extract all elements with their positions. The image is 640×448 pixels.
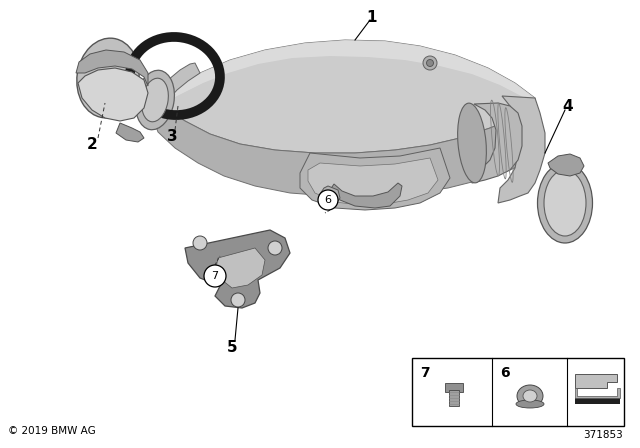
Polygon shape [152,103,540,196]
Ellipse shape [77,38,139,118]
Ellipse shape [517,385,543,407]
Text: 371853: 371853 [583,430,623,440]
Bar [445,383,463,392]
Polygon shape [155,40,535,103]
Ellipse shape [141,78,168,122]
Ellipse shape [458,103,486,183]
Circle shape [268,241,282,255]
Text: 1: 1 [367,9,377,25]
Text: 3: 3 [166,129,177,143]
Polygon shape [498,96,545,203]
Text: 7: 7 [420,366,429,380]
Ellipse shape [523,390,537,402]
Bar [449,390,459,406]
Text: 5: 5 [227,340,237,356]
Ellipse shape [426,60,433,66]
Ellipse shape [538,163,593,243]
Polygon shape [76,50,148,86]
Circle shape [193,236,207,250]
Text: 6: 6 [500,366,509,380]
Polygon shape [575,388,620,398]
Text: 4: 4 [563,99,573,113]
Polygon shape [300,148,450,210]
Text: © 2019 BMW AG: © 2019 BMW AG [8,426,96,436]
Ellipse shape [516,400,544,408]
Circle shape [231,293,245,307]
Polygon shape [575,374,617,388]
Polygon shape [320,186,340,206]
Polygon shape [548,154,584,176]
Polygon shape [155,40,535,153]
Ellipse shape [136,70,175,130]
Ellipse shape [423,56,437,70]
Bar [412,358,624,426]
Polygon shape [185,230,290,308]
Text: 7: 7 [211,271,219,281]
Text: 2: 2 [86,137,97,151]
Circle shape [318,190,338,210]
Polygon shape [308,158,438,205]
Polygon shape [116,123,144,142]
Polygon shape [78,68,148,121]
Polygon shape [216,248,265,288]
Bar [575,398,620,404]
Polygon shape [150,63,200,118]
Ellipse shape [544,170,586,236]
Text: 6: 6 [324,195,332,205]
Circle shape [204,265,226,287]
Polygon shape [330,183,402,208]
Polygon shape [470,103,522,183]
